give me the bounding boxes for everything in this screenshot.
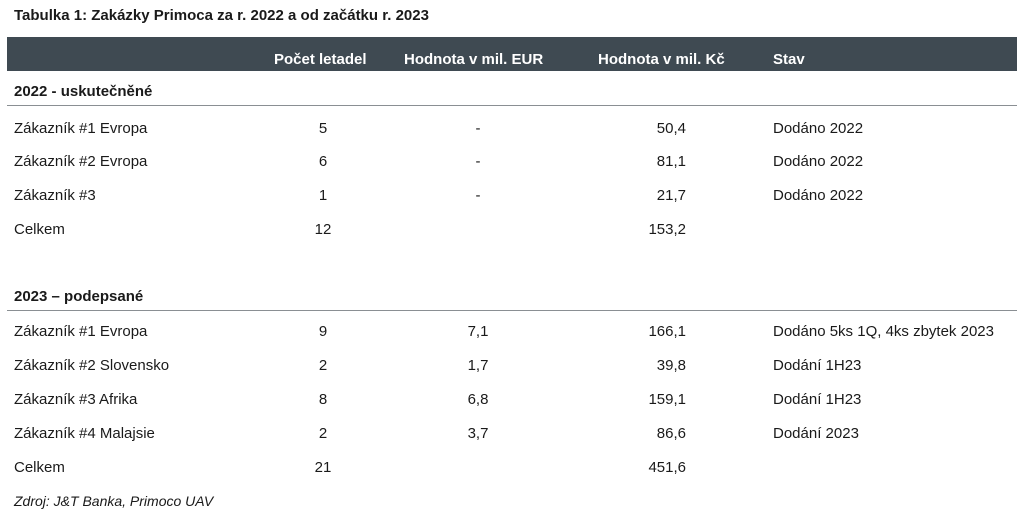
value-czk: 86,6 xyxy=(656,425,686,442)
value-czk: 39,8 xyxy=(656,357,686,374)
status: Dodáno 2022 xyxy=(773,187,864,204)
status: Dodáno 2022 xyxy=(773,120,864,137)
table-row-total: Celkem 12 153,2 xyxy=(0,218,1024,242)
table-row: Zákazník #4 Malajsie 2 3,7 86,6 Dodání 2… xyxy=(0,422,1024,446)
table-header: Počet letadel Hodnota v mil. EUR Hodnota… xyxy=(7,37,1017,71)
table-title: Tabulka 1: Zakázky Primoca za r. 2022 a … xyxy=(14,7,429,24)
section-title-2023: 2023 – podepsané xyxy=(14,288,144,305)
customer-name: Zákazník #2 Slovensko xyxy=(14,357,170,374)
status: Dodání 1H23 xyxy=(773,391,862,408)
value-eur: - xyxy=(475,153,481,170)
status: Dodáno 5ks 1Q, 4ks zbytek 2023 xyxy=(773,323,994,340)
customer-name: Zákazník #4 Malajsie xyxy=(14,425,155,442)
section-title-2022: 2022 - uskutečněné xyxy=(14,83,153,100)
value-czk: 153,2 xyxy=(648,221,686,238)
source-note: Zdroj: J&T Banka, Primoco UAV xyxy=(14,493,214,509)
aircraft-count: 1 xyxy=(318,187,328,204)
aircraft-count: 9 xyxy=(318,323,328,340)
status: Dodáno 2022 xyxy=(773,153,864,170)
aircraft-count: 6 xyxy=(318,153,328,170)
value-czk: 50,4 xyxy=(656,120,686,137)
header-status: Stav xyxy=(773,51,805,68)
table-row: Zákazník #1 Evropa 9 7,1 166,1 Dodáno 5k… xyxy=(0,320,1024,344)
value-eur: - xyxy=(475,187,481,204)
header-eur: Hodnota v mil. EUR xyxy=(404,51,544,68)
aircraft-count: 2 xyxy=(318,425,328,442)
value-eur: 7,1 xyxy=(467,323,489,340)
section-divider-2022 xyxy=(7,105,1017,106)
value-eur: 6,8 xyxy=(467,391,489,408)
total-label: Celkem xyxy=(14,221,65,238)
customer-name: Zákazník #1 Evropa xyxy=(14,323,148,340)
aircraft-count: 8 xyxy=(318,391,328,408)
aircraft-count: 5 xyxy=(318,120,328,137)
status: Dodání 2023 xyxy=(773,425,859,442)
table-row: Zákazník #2 Evropa 6 - 81,1 Dodáno 2022 xyxy=(0,150,1024,174)
aircraft-count: 21 xyxy=(314,459,332,476)
customer-name: Zákazník #3 xyxy=(14,187,96,204)
header-count: Počet letadel xyxy=(274,51,367,68)
section-divider-2023 xyxy=(7,310,1017,311)
value-eur: 1,7 xyxy=(467,357,489,374)
table-row: Zákazník #1 Evropa 5 - 50,4 Dodáno 2022 xyxy=(0,117,1024,141)
table-row: Zákazník #2 Slovensko 2 1,7 39,8 Dodání … xyxy=(0,354,1024,378)
customer-name: Zákazník #1 Evropa xyxy=(14,120,148,137)
table-row: Zákazník #3 Afrika 8 6,8 159,1 Dodání 1H… xyxy=(0,388,1024,412)
value-czk: 166,1 xyxy=(648,323,686,340)
header-czk: Hodnota v mil. Kč xyxy=(598,51,725,68)
customer-name: Zákazník #2 Evropa xyxy=(14,153,148,170)
value-czk: 81,1 xyxy=(656,153,686,170)
value-czk: 159,1 xyxy=(648,391,686,408)
customer-name: Zákazník #3 Afrika xyxy=(14,391,138,408)
value-eur: 3,7 xyxy=(467,425,489,442)
aircraft-count: 12 xyxy=(314,221,332,238)
table-row-total: Celkem 21 451,6 xyxy=(0,456,1024,480)
value-eur: - xyxy=(475,120,481,137)
total-label: Celkem xyxy=(14,459,65,476)
status: Dodání 1H23 xyxy=(773,357,862,374)
aircraft-count: 2 xyxy=(318,357,328,374)
value-czk: 21,7 xyxy=(656,187,686,204)
value-czk: 451,6 xyxy=(648,459,686,476)
table-row: Zákazník #3 1 - 21,7 Dodáno 2022 xyxy=(0,184,1024,208)
